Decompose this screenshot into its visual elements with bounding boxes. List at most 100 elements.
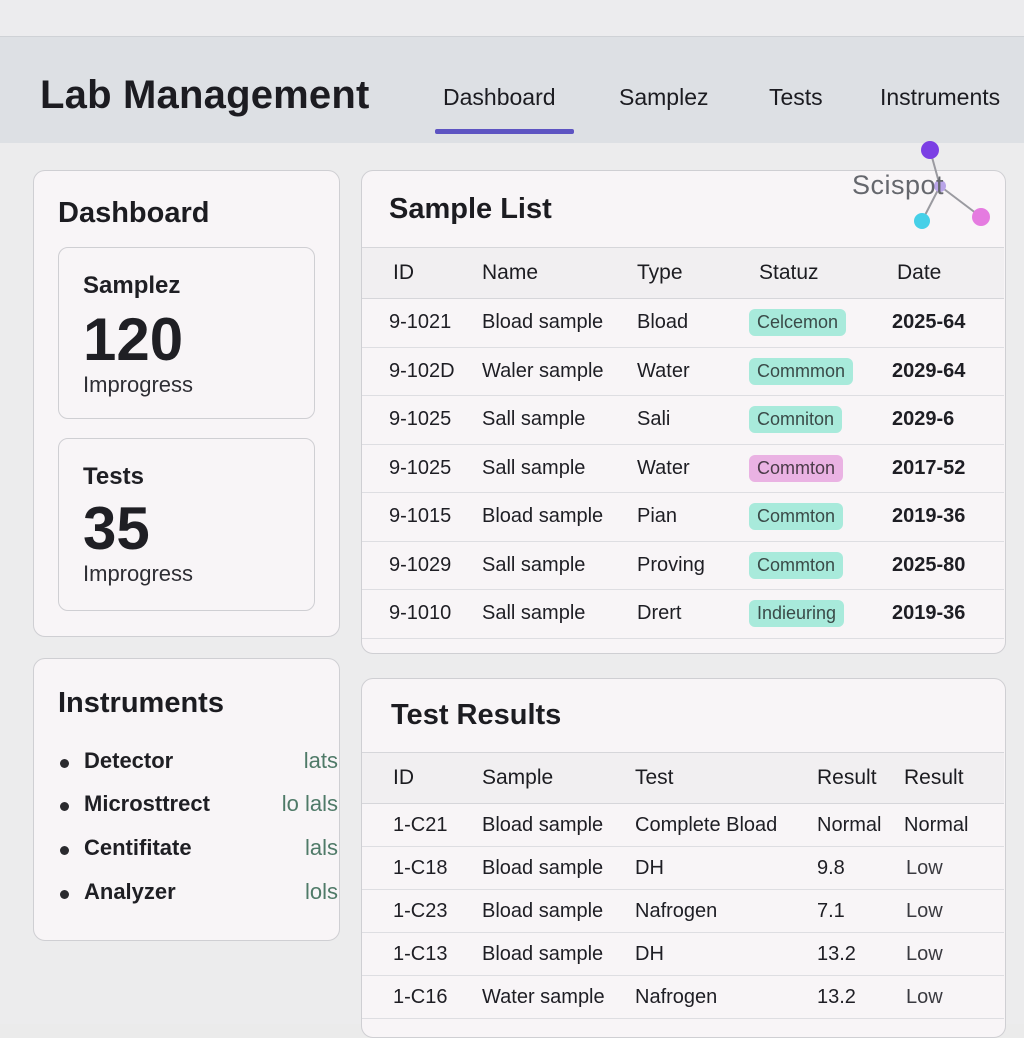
main-content: Dashboard Samplez 120 Improgress Tests 3… xyxy=(0,143,1024,1038)
cell-result: 7.1 xyxy=(817,889,904,933)
cell-test: DH xyxy=(635,932,817,976)
cell-type: Pian xyxy=(637,492,735,542)
table-row[interactable]: 9-1010 Sall sample Drert Indieuring 2019-36 xyxy=(362,589,1004,639)
status-badge: Commmon xyxy=(749,357,854,385)
column-header-type[interactable]: Type xyxy=(637,247,735,299)
test-results-card: Test Results ID Sample Test Result Resul… xyxy=(361,678,1006,1038)
cell-name: Waler sample xyxy=(482,347,637,396)
logo-wordmark: Scispot xyxy=(852,170,945,200)
cell-name: Sall sample xyxy=(482,444,637,493)
cell-test: Nafrogen xyxy=(635,975,817,1019)
instrument-name: Detector xyxy=(84,748,174,773)
cell-test: DH xyxy=(635,846,817,890)
instrument-item[interactable]: Centifitate lals xyxy=(58,835,338,865)
status-badge: Indieuring xyxy=(749,600,845,628)
dashboard-card: Dashboard Samplez 120 Improgress Tests 3… xyxy=(33,170,340,637)
table-row[interactable]: 9-1029 Sall sample Proving Commton 2025-80 xyxy=(362,541,1004,590)
cell-name: Sall sample xyxy=(482,589,637,639)
cell-date: 2029-6 xyxy=(881,395,1004,445)
tab-instruments[interactable]: Instruments xyxy=(880,84,1001,110)
instrument-name: Analyzer xyxy=(84,879,176,904)
tab-dashboard[interactable]: Dashboard xyxy=(443,84,556,110)
cell-id: 9-1025 xyxy=(362,395,482,445)
cell-status: Indieuring xyxy=(735,589,881,639)
instruments-card: Instruments Detector lats Microsttrect l… xyxy=(33,658,340,941)
tab-tests[interactable]: Tests xyxy=(769,84,823,110)
cell-result-2: Low xyxy=(904,932,1004,976)
bullet-icon xyxy=(60,890,69,899)
cell-sample: Bload sample xyxy=(482,803,635,847)
cell-result-2: Low xyxy=(904,889,1004,933)
column-header-name[interactable]: Name xyxy=(482,247,637,299)
column-header-id[interactable]: ID xyxy=(362,247,482,299)
cell-name: Bload sample xyxy=(482,492,637,542)
cell-id: 9-1025 xyxy=(362,444,482,493)
table-row[interactable]: 9-102D Waler sample Water Commmon 2029-64 xyxy=(362,347,1004,396)
stat-card-tests[interactable]: Tests 35 Improgress xyxy=(58,438,315,611)
cell-type: Proving xyxy=(637,541,735,590)
cell-date: 2019-36 xyxy=(881,589,1004,639)
cell-type: Bload xyxy=(637,298,735,348)
active-tab-indicator xyxy=(435,129,574,134)
cell-id: 9-1010 xyxy=(362,589,482,639)
cell-id: 9-1015 xyxy=(362,492,482,542)
instruments-title: Instruments xyxy=(58,687,224,719)
cell-status: Commton xyxy=(735,541,881,590)
cell-result-2: Low xyxy=(904,846,1004,890)
column-header-date[interactable]: Date xyxy=(881,247,1004,299)
scispot-logo: Scispot xyxy=(848,140,998,235)
instrument-item[interactable]: Analyzer lols xyxy=(58,879,338,909)
cell-type: Sali xyxy=(637,395,735,445)
instrument-status: lals xyxy=(304,835,338,860)
instrument-item[interactable]: Detector lats xyxy=(58,748,338,778)
table-row[interactable]: 1-C21 Bload sample Complete Bload Normal Nor… xyxy=(362,803,1004,847)
cell-sample: Water sample xyxy=(482,975,635,1019)
sample-list-card: Sample List ID Name Type Statuz Date 9-1… xyxy=(361,170,1006,654)
bullet-icon xyxy=(60,846,69,855)
status-badge: Celcemon xyxy=(749,309,847,337)
cell-id: 9-102D xyxy=(362,347,482,396)
column-header-result-2[interactable]: Result xyxy=(904,752,1004,804)
cell-date: 2019-36 xyxy=(881,492,1004,542)
cell-name: Bload sample xyxy=(482,298,637,348)
tab-samples[interactable]: Samplez xyxy=(619,84,709,110)
table-row[interactable]: 9-1025 Sall sample Water Commton 2017-52 xyxy=(362,444,1004,493)
status-badge: Comniton xyxy=(749,406,843,434)
column-header-id[interactable]: ID xyxy=(362,752,482,804)
app-header: Lab Management Dashboard Samplez Tests I… xyxy=(0,36,1024,144)
cell-id: 1-C18 xyxy=(362,846,482,890)
status-badge: Commton xyxy=(749,454,844,482)
dashboard-title: Dashboard xyxy=(58,197,210,229)
table-row[interactable]: 9-1015 Bload sample Pian Commton 2019-36 xyxy=(362,492,1004,542)
table-row[interactable]: 9-1021 Bload sample Bload Celcemon 2025-64 xyxy=(362,298,1004,348)
table-row[interactable]: 1-C16 Water sample Nafrogen 13.2 Low xyxy=(362,975,1004,1019)
cell-status: Commton xyxy=(735,492,881,542)
table-row[interactable]: 9-1025 Sall sample Sali Comniton 2029-6 xyxy=(362,395,1004,445)
table-header-row: ID Sample Test Result Result xyxy=(362,752,1004,804)
instrument-item[interactable]: Microsttrect lo lals xyxy=(58,791,338,821)
cell-id: 9-1021 xyxy=(362,298,482,348)
status-badge: Commton xyxy=(749,551,844,579)
cell-result-2: Low xyxy=(904,975,1004,1019)
cell-sample: Bload sample xyxy=(482,932,635,976)
cell-id: 9-1029 xyxy=(362,541,482,590)
cell-date: 2017-52 xyxy=(881,444,1004,493)
instrument-status: lo lals xyxy=(281,791,338,816)
table-row[interactable]: 1-C23 Bload sample Nafrogen 7.1 Low xyxy=(362,889,1004,933)
column-header-test[interactable]: Test xyxy=(635,752,817,804)
cell-id: 1-C13 xyxy=(362,932,482,976)
cell-result: 13.2 xyxy=(817,932,904,976)
cell-result-2: Normal xyxy=(904,803,1004,847)
stat-card-samples[interactable]: Samplez 120 Improgress xyxy=(58,247,315,419)
test-results-title: Test Results xyxy=(391,699,562,731)
column-header-sample[interactable]: Sample xyxy=(482,752,635,804)
table-header-row: ID Name Type Statuz Date xyxy=(362,247,1004,299)
table-row[interactable]: 1-C18 Bload sample DH 9.8 Low xyxy=(362,846,1004,890)
column-header-result[interactable]: Result xyxy=(817,752,904,804)
cell-sample: Bload sample xyxy=(482,889,635,933)
cell-result: 13.2 xyxy=(817,975,904,1019)
cell-status: Commton xyxy=(735,444,881,493)
cell-result: 9.8 xyxy=(817,846,904,890)
column-header-status[interactable]: Statuz xyxy=(735,247,881,299)
table-row[interactable]: 1-C13 Bload sample DH 13.2 Low xyxy=(362,932,1004,976)
